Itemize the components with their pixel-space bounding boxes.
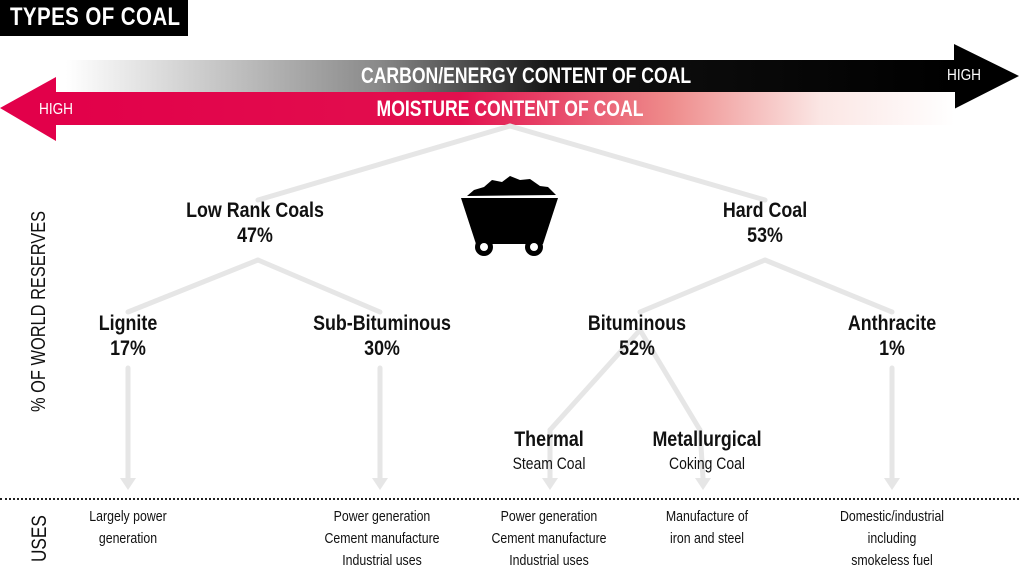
uses-axis-label: USES: [28, 515, 51, 562]
use-line: Largely power: [89, 509, 167, 525]
use-line: Power generation: [333, 509, 431, 525]
carbon-high-label: HIGH: [947, 67, 981, 84]
use-line: Cement manufacture: [491, 531, 607, 547]
uses-divider: [0, 498, 1019, 500]
node-thermal: Thermal Steam Coal: [505, 427, 594, 475]
node-anthracite: Anthracite 1%: [840, 311, 944, 361]
node-bituminous: Bituminous 52%: [579, 311, 695, 361]
arrowheads: [120, 478, 900, 490]
uses-sub-bituminous: Power generation Cement manufacture Indu…: [314, 506, 449, 572]
node-lignite: Lignite 17%: [94, 311, 163, 361]
node-percent: 17%: [110, 337, 146, 360]
node-name: Hard Coal: [722, 199, 808, 222]
page-title: TYPES OF COAL: [10, 3, 181, 31]
uses-metallurgical: Manufacture of iron and steel: [659, 506, 756, 550]
node-name: Anthracite: [847, 312, 937, 335]
use-line: smokeless fuel: [851, 553, 933, 569]
moisture-high-label: HIGH: [39, 101, 73, 118]
node-sub-bituminous: Sub-Bituminous 30%: [301, 311, 463, 361]
reserves-axis-label: % OF WORLD RESERVES: [28, 210, 50, 412]
node-percent: 1%: [879, 337, 905, 360]
uses-thermal: Power generation Cement manufacture Indu…: [481, 506, 616, 572]
title-banner: TYPES OF COAL: [0, 0, 188, 36]
use-line: Industrial uses: [509, 553, 589, 569]
use-line: generation: [98, 531, 158, 547]
node-name: Metallurgical: [652, 428, 762, 451]
moisture-arrow: [0, 77, 955, 141]
node-metallurgical: Metallurgical Coking Coal: [643, 427, 771, 475]
use-line: Domestic/industrial: [839, 509, 945, 525]
use-line: including: [867, 531, 917, 547]
use-line: Cement manufacture: [324, 531, 440, 547]
use-line: Power generation: [500, 509, 598, 525]
uses-lignite: Largely power generation: [82, 506, 173, 550]
node-percent: 47%: [237, 224, 273, 247]
node-subtitle: Steam Coal: [512, 454, 586, 473]
node-percent: 30%: [364, 337, 400, 360]
coal-cart-icon: [461, 176, 558, 256]
carbon-scale-label: CARBON/ENERGY CONTENT OF COAL: [361, 63, 692, 88]
node-name: Bituminous: [587, 312, 687, 335]
node-percent: 53%: [747, 224, 783, 247]
carbon-arrow: [66, 44, 1019, 109]
node-low-rank-coals: Low Rank Coals 47%: [174, 198, 336, 248]
node-name: Lignite: [98, 312, 158, 335]
tree-connectors: [125, 123, 895, 481]
node-name: Sub-Bituminous: [313, 312, 451, 335]
use-line: Industrial uses: [342, 553, 422, 569]
node-hard-coal: Hard Coal 53%: [715, 198, 814, 248]
node-name: Thermal: [514, 428, 584, 451]
use-line: Manufacture of: [665, 509, 749, 525]
moisture-scale-label: MOISTURE CONTENT OF COAL: [376, 96, 644, 121]
node-percent: 52%: [619, 337, 655, 360]
use-line: iron and steel: [669, 531, 744, 547]
uses-anthracite: Domestic/industrial including smokeless …: [831, 506, 954, 572]
node-name: Low Rank Coals: [186, 199, 324, 222]
node-subtitle: Coking Coal: [669, 454, 745, 473]
